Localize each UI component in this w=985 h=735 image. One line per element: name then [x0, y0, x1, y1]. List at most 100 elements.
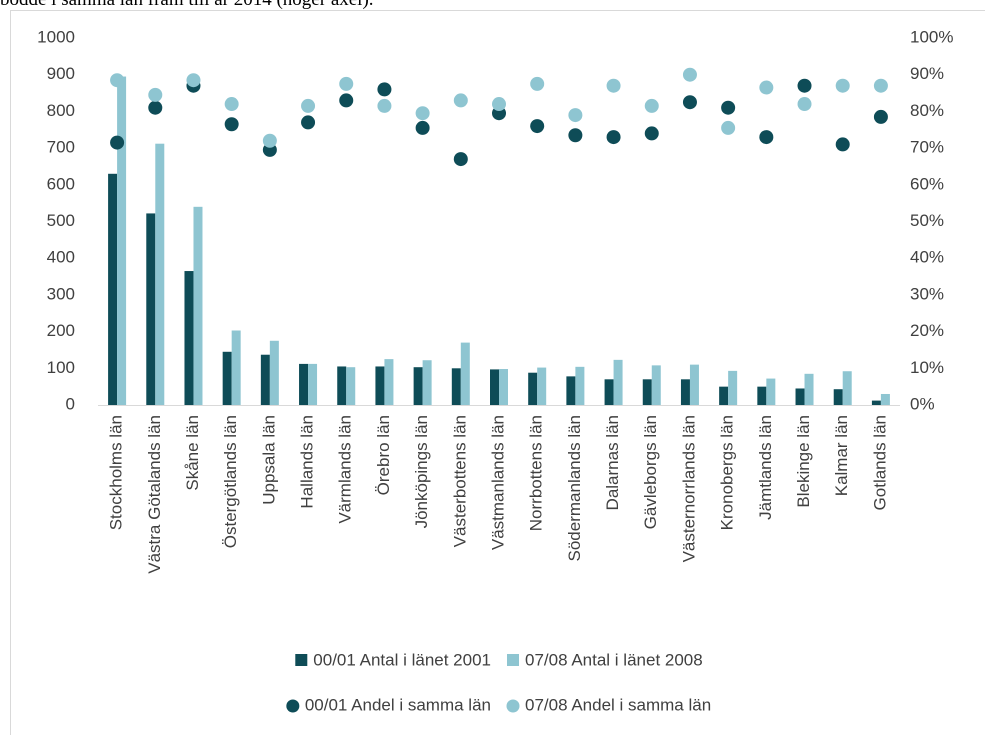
y-tick-label: 300: [47, 284, 75, 303]
dot: [606, 78, 621, 93]
y-tick-label: 900: [47, 64, 75, 83]
bar: [346, 367, 356, 405]
bar: [260, 354, 270, 405]
legend-label: 00/01 Andel i samma län: [305, 695, 491, 714]
y2-tick-label: 80%: [910, 101, 944, 120]
bar: [490, 369, 499, 405]
bar: [719, 386, 729, 405]
y2-tick-label: 50%: [910, 211, 944, 230]
y2-tick-label: 100%: [910, 27, 953, 46]
bar: [451, 368, 461, 405]
bar: [375, 366, 385, 405]
x-tick-label: Dalarnas län: [603, 415, 622, 510]
bar: [299, 363, 309, 405]
legend-swatch: [295, 654, 308, 666]
dot: [568, 128, 583, 143]
bar: [795, 388, 805, 405]
x-tick-label: Gävleborgs län: [641, 415, 660, 529]
y2-tick-label: 30%: [910, 284, 944, 303]
x-tick-label: Värmlands län: [336, 415, 355, 524]
dot: [682, 67, 697, 82]
bar: [422, 360, 432, 405]
y-tick-label: 0: [66, 394, 75, 413]
x-tick-label: Blekinge län: [794, 415, 813, 508]
dot: [262, 133, 277, 148]
x-tick-label: Jönköpings län: [412, 415, 431, 528]
bar: [413, 367, 423, 405]
dot: [377, 98, 392, 113]
bar: [269, 340, 279, 405]
legend-label: 07/08 Andel i samma län: [525, 695, 711, 714]
x-tick-label: Uppsala län: [259, 415, 278, 505]
y-tick-label: 600: [47, 174, 75, 193]
x-tick-label: Skåne län: [183, 415, 202, 491]
dot: [186, 73, 201, 88]
bar: [871, 400, 881, 405]
y-tick-label: 400: [47, 248, 75, 267]
x-tick-label: Västerbottens län: [450, 415, 469, 547]
x-tick-label: Västernorrlands län: [679, 415, 698, 562]
bar: [757, 386, 767, 405]
dot: [148, 87, 163, 102]
bar: [146, 213, 156, 405]
x-tick-label: Norrbottens län: [527, 415, 546, 531]
dot: [453, 93, 468, 108]
bar: [842, 371, 852, 405]
y-tick-label: 700: [47, 138, 75, 157]
bar: [528, 372, 538, 405]
bar: [604, 379, 614, 405]
dot: [110, 73, 125, 88]
y2-tick-label: 70%: [910, 138, 944, 157]
dot: [224, 97, 239, 112]
y2-tick-label: 10%: [910, 358, 944, 377]
x-tick-label: Stockholms län: [107, 415, 126, 530]
bar: [117, 76, 127, 405]
dot: [835, 137, 850, 152]
bar: [804, 373, 814, 405]
dot: [797, 78, 812, 93]
caption: bodde i samma län fram till år 2014 (hög…: [0, 0, 374, 10]
dot: [644, 98, 659, 113]
bar: [651, 365, 661, 405]
dot: [835, 78, 850, 93]
dot: [301, 98, 316, 113]
y2-tick-label: 60%: [910, 174, 944, 193]
bar: [833, 389, 843, 405]
bar: [566, 376, 576, 405]
x-tick-label: Kalmar län: [832, 415, 851, 496]
bar: [766, 378, 776, 405]
dot: [339, 93, 354, 108]
legend-swatch: [286, 699, 300, 713]
bar: [155, 143, 165, 406]
dot: [224, 117, 239, 132]
bar: [680, 379, 690, 405]
y2-tick-label: 20%: [910, 321, 944, 340]
dot: [759, 80, 774, 95]
dot: [797, 97, 812, 112]
x-tick-label: Jämtlands län: [756, 415, 775, 520]
y2-tick-label: 40%: [910, 248, 944, 267]
bar: [337, 366, 347, 405]
dot: [644, 126, 659, 141]
bar: [575, 366, 585, 405]
dot: [682, 95, 697, 110]
x-tick-label: Örebro län: [374, 415, 393, 495]
dot: [721, 100, 736, 115]
dot: [148, 100, 163, 115]
dot: [530, 119, 545, 134]
dot: [415, 106, 430, 121]
dot: [606, 130, 621, 145]
y-tick-label: 1000: [37, 27, 75, 46]
bar: [460, 342, 470, 405]
legend-label: 00/01 Antal i länet 2001: [313, 650, 491, 669]
bar: [537, 367, 547, 405]
dot: [453, 152, 468, 167]
bar: [880, 393, 890, 405]
dot: [339, 76, 354, 91]
y-tick-label: 200: [47, 321, 75, 340]
bar: [689, 364, 699, 405]
dot: [301, 115, 316, 130]
legend-swatch: [506, 699, 520, 713]
